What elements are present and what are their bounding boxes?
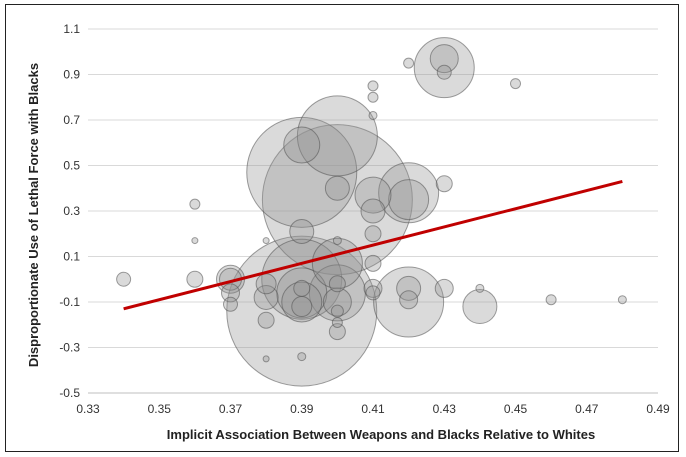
bubble-point [257, 311, 275, 329]
bubble-point [373, 266, 445, 338]
bubble-point [367, 80, 379, 92]
y-tick-label: 0.1 [63, 250, 80, 264]
bubble-point [221, 283, 240, 303]
y-tick-labels: 1.1 0.9 0.7 0.5 0.3 0.1 -0.1 -0.3 -0.5 [59, 22, 80, 400]
bubble-point [429, 44, 459, 74]
y-tick-label: 1.1 [63, 22, 80, 36]
bubble-point [368, 110, 378, 120]
bubble-point [363, 278, 383, 298]
bubble-point [367, 91, 379, 103]
bubble-point [399, 290, 419, 310]
bubble-point [330, 304, 344, 318]
bubble-point [388, 179, 430, 221]
bubble-point [510, 78, 521, 90]
bubble-point [324, 175, 350, 201]
y-tick-label: -0.5 [59, 386, 80, 400]
bubble-point [331, 316, 343, 328]
bubble-point [186, 270, 204, 288]
bubble-point [293, 279, 311, 297]
gridlines [88, 28, 658, 394]
bubble-point [289, 218, 315, 244]
y-tick-label: -0.3 [59, 341, 80, 355]
bubble-point [365, 285, 381, 301]
bubble-point [403, 57, 415, 69]
bubble-point [475, 283, 485, 293]
y-tick-label: -0.1 [59, 295, 80, 309]
bubble-series [116, 37, 627, 387]
bubble-point [322, 287, 352, 317]
bubble-point [283, 126, 321, 164]
bubble-point [435, 175, 453, 193]
bubble-point [364, 225, 382, 243]
bubble-point [191, 237, 199, 245]
bubble-point [413, 37, 475, 99]
bubble-point [116, 271, 132, 287]
y-tick-label: 0.7 [63, 113, 80, 127]
y-tick-label: 0.9 [63, 68, 80, 82]
bubble-point [360, 198, 386, 224]
y-tick-label: 0.5 [63, 159, 80, 173]
x-tick-label: 0.43 [433, 402, 457, 416]
bubble-point [291, 296, 313, 318]
bubble-point [354, 176, 392, 214]
bubble-point [189, 198, 201, 210]
bubble-point [328, 323, 346, 341]
x-tick-label: 0.45 [504, 402, 528, 416]
chart-frame: 1.1 0.9 0.7 0.5 0.3 0.1 -0.1 -0.3 -0.5 0.33 0.35 0… [5, 4, 679, 452]
bubble-point [255, 273, 277, 295]
bubble-point [434, 278, 454, 298]
y-axis-title: Disproportionate Use of Lethal Force wit… [26, 63, 41, 367]
bubble-chart: 1.10.90.70.50.30.1-0.1-0.3-0.5 0.33 0.35 0… [26, 22, 670, 442]
bubble-point [364, 254, 382, 272]
bubble-point [261, 124, 413, 276]
x-tick-label: 0.33 [76, 402, 100, 416]
trend-line [123, 179, 623, 311]
bubble-point [436, 64, 452, 80]
bubble-point [617, 295, 627, 305]
bubble-point [262, 237, 270, 245]
bubble-point [378, 162, 440, 224]
bubble-point [328, 275, 346, 293]
bubble-point [462, 289, 498, 325]
x-axis-title: Implicit Association Between Weapons and… [167, 427, 595, 442]
bubble-point [332, 236, 342, 246]
x-tick-label: 0.37 [219, 402, 243, 416]
x-tick-label: 0.49 [646, 402, 670, 416]
x-tick-label: 0.35 [148, 402, 172, 416]
x-tick-label: 0.47 [575, 402, 599, 416]
bubble-point [281, 281, 323, 323]
bubble-point [545, 294, 557, 306]
x-tick-label: 0.39 [290, 402, 314, 416]
bubble-point [297, 352, 307, 362]
y-tick-label: 0.3 [63, 204, 80, 218]
x-tick-label: 0.41 [361, 402, 385, 416]
bubble-point [262, 355, 270, 363]
x-tick-labels: 0.33 0.35 0.37 0.39 0.41 0.43 0.45 0.47 0.49 [76, 402, 670, 416]
bubble-point [223, 296, 238, 312]
bubble-point [396, 275, 422, 301]
